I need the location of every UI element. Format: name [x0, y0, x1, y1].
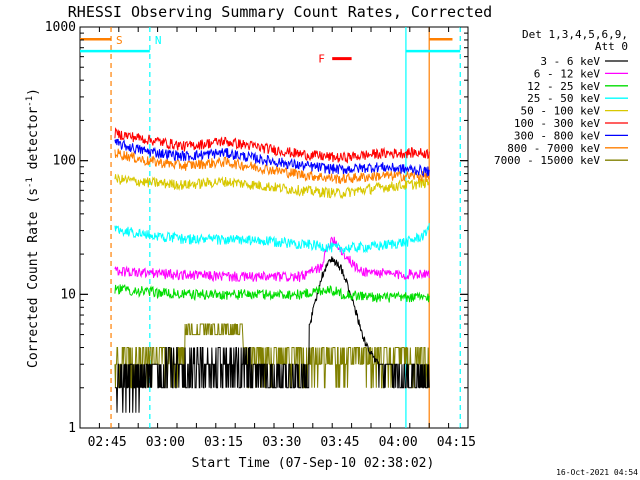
- y-axis-title-end: ): [26, 88, 41, 96]
- series-line-3: [114, 223, 430, 254]
- series-line-1: [114, 236, 430, 283]
- x-tick-label: 04:00: [379, 435, 418, 450]
- legend-header-attenuator: Att 0: [595, 40, 628, 53]
- legend-entry-label: 6 - 12 keV: [534, 67, 601, 80]
- date-stamp: 16-Oct-2021 04:54: [556, 468, 638, 477]
- flare-label: F: [318, 53, 325, 66]
- y-axis-title-main: Corrected Count Rate (s: [26, 188, 41, 368]
- series-layer: [114, 127, 430, 413]
- legend-entry-label: 300 - 800 keV: [514, 129, 600, 142]
- series-line-4: [114, 173, 430, 200]
- y-axis-title-sup2: -1: [25, 96, 35, 107]
- y-axis-title-sup1: -1: [25, 177, 35, 188]
- y-tick-label: 1000: [45, 20, 76, 35]
- tick-layer: 1 10 100 1000 02:45 03:00 03:15 03:30 03:45 04:00…: [45, 20, 476, 450]
- legend-entry-label: 100 - 300 keV: [514, 117, 600, 130]
- x-tick-label: 03:30: [262, 435, 301, 450]
- y-tick-label: 1: [68, 421, 76, 436]
- y-tick-label: 10: [60, 287, 76, 302]
- legend-entry-label: 50 - 100 keV: [521, 105, 601, 118]
- x-tick-label: 03:15: [204, 435, 243, 450]
- plot-area: S N F 1 10 100 1000 02:45 03:00 03:15 03:30 03:45 0…: [45, 20, 476, 450]
- series-line-6: [114, 138, 430, 178]
- y-axis-title-mid: detector: [26, 107, 41, 178]
- x-tick-label: 02:45: [88, 435, 127, 450]
- y-tick-label: 100: [53, 154, 76, 169]
- legend-entry-label: 7000 - 15000 keV: [494, 154, 600, 167]
- series-line-2: [114, 283, 430, 303]
- x-tick-label: 03:00: [146, 435, 185, 450]
- series-line-0: [114, 256, 430, 413]
- legend-entry-label: 25 - 50 keV: [527, 92, 600, 105]
- y-axis-title: Corrected Count Rate (s-1 detector-1): [25, 88, 41, 368]
- chart-title: RHESSI Observing Summary Count Rates, Co…: [68, 3, 492, 21]
- legend-entry-label: 800 - 7000 keV: [507, 142, 600, 155]
- legend-entry-label: 12 - 25 keV: [527, 80, 600, 93]
- x-axis-title: Start Time (07-Sep-10 02:38:02): [192, 456, 435, 471]
- x-tick-label: 04:15: [437, 435, 476, 450]
- time-marker-label: S: [116, 34, 123, 47]
- legend-header-detectors: Det 1,3,4,5,6,9,: [522, 28, 628, 41]
- x-tick-label: 03:45: [320, 435, 359, 450]
- legend-entry-label: 3 - 6 keV: [540, 55, 600, 68]
- time-marker-label: N: [155, 34, 162, 47]
- series-line-5: [114, 127, 430, 164]
